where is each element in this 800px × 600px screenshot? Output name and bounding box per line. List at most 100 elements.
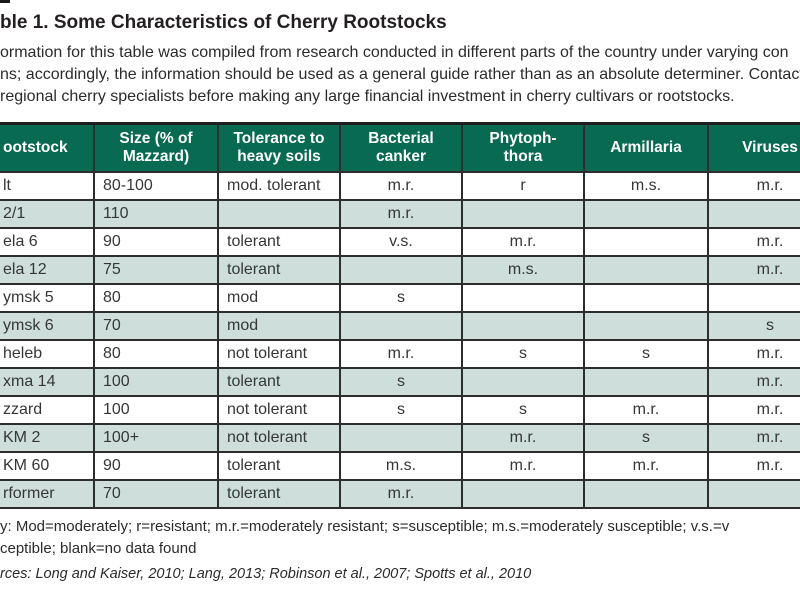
intro-line-2: ns; accordingly, the information should …: [0, 66, 800, 83]
table-cell: s: [461, 339, 585, 369]
table-cell: tolerant: [217, 451, 341, 481]
table-cell: ela 6: [0, 227, 95, 257]
table-cell: s: [339, 395, 463, 425]
table-cell: m.s.: [583, 171, 709, 201]
table-cell: mod: [217, 311, 341, 341]
table-cell: m.r.: [339, 339, 463, 369]
table-cell: s: [339, 367, 463, 397]
table-cell: m.r.: [707, 423, 800, 453]
table-cell: [707, 199, 800, 229]
sources-line: rces: Long and Kaiser, 2010; Lang, 2013;…: [0, 566, 532, 582]
table-cell: m.r.: [339, 199, 463, 229]
column-header-3: Bacterial canker: [339, 122, 463, 173]
table-cell: m.r.: [707, 339, 800, 369]
table-cell: 70: [93, 479, 219, 509]
table-cell: [707, 283, 800, 313]
column-header-4: Phytoph- thora: [461, 122, 585, 173]
table-cell: [461, 283, 585, 313]
table-cell: [583, 311, 709, 341]
table-cell: 100: [93, 367, 219, 397]
table-cell: [339, 255, 463, 285]
table-cell: 90: [93, 227, 219, 257]
table-cell: [339, 311, 463, 341]
table-cell: tolerant: [217, 367, 341, 397]
rootstock-table: ootstock Size (% of Mazzard) Tolerance to …: [0, 122, 800, 509]
table-cell: m.r.: [707, 171, 800, 201]
table-cell: 2/1: [0, 199, 95, 229]
key-line-1: y: Mod=moderately; r=resistant; m.r.=mod…: [0, 518, 730, 535]
table-cell: v.s.: [339, 227, 463, 257]
table-cell: [461, 199, 585, 229]
table-cell: s: [461, 395, 585, 425]
table-cell: 100: [93, 395, 219, 425]
table-cell: m.r.: [461, 423, 585, 453]
table-cell: m.r.: [707, 395, 800, 425]
table-cell: [583, 479, 709, 509]
table-cell: m.r.: [339, 479, 463, 509]
table-cell: not tolerant: [217, 395, 341, 425]
table-cell: [461, 311, 585, 341]
table-cell: [461, 367, 585, 397]
table-cell: KM 2: [0, 423, 95, 453]
table-row: KM 2 100+ not tolerant m.r. s m.r.: [0, 423, 800, 453]
table-cell: xma 14: [0, 367, 95, 397]
table-cell: s: [583, 423, 709, 453]
table-cell: m.r.: [707, 227, 800, 257]
table-cell: m.s.: [339, 451, 463, 481]
table-row: lt 80-100 mod. tolerant m.r. r m.s. m.r.: [0, 171, 800, 201]
table-row: ymsk 6 70 mod s: [0, 311, 800, 341]
table-title: ble 1. Some Characteristics of Cherry Ro…: [0, 12, 447, 33]
table-cell: ymsk 6: [0, 311, 95, 341]
table-row: xma 14 100 tolerant s m.r.: [0, 367, 800, 397]
table-row: zzard 100 not tolerant s s m.r. m.r.: [0, 395, 800, 425]
column-header-2: Tolerance to heavy soils: [217, 122, 341, 173]
intro-line-1: ormation for this table was compiled fro…: [0, 44, 789, 61]
table-row: ymsk 5 80 mod s: [0, 283, 800, 313]
table-cell: s: [339, 283, 463, 313]
table-cell: tolerant: [217, 227, 341, 257]
table-cell: [583, 283, 709, 313]
table-cell: s: [583, 339, 709, 369]
table-cell: [583, 199, 709, 229]
table-cell: 100+: [93, 423, 219, 453]
table-cell: mod. tolerant: [217, 171, 341, 201]
table-cell: 80: [93, 283, 219, 313]
column-header-6: Viruses: [707, 122, 800, 173]
table-cell: ymsk 5: [0, 283, 95, 313]
table-cell: m.s.: [461, 255, 585, 285]
table-cell: mod: [217, 283, 341, 313]
intro-line-3: regional cherry specialists before makin…: [0, 88, 735, 105]
table-cell: 110: [93, 199, 219, 229]
table-cell: m.r.: [707, 255, 800, 285]
table-cell: 80: [93, 339, 219, 369]
table-cell: m.r.: [583, 451, 709, 481]
column-header-0: ootstock: [0, 122, 95, 173]
table-cell: 90: [93, 451, 219, 481]
column-header-1: Size (% of Mazzard): [93, 122, 219, 173]
table-cell: [339, 423, 463, 453]
page-crop-mark: [0, 0, 10, 3]
table-cell: ela 12: [0, 255, 95, 285]
table-cell: r: [461, 171, 585, 201]
rootstock-table-body: lt 80-100 mod. tolerant m.r. r m.s. m.r. 2/1 110…: [0, 171, 800, 509]
table-cell: tolerant: [217, 479, 341, 509]
table-cell: s: [707, 311, 800, 341]
footnotes: y: Mod=moderately; r=resistant; m.r.=mod…: [0, 516, 800, 585]
table-cell: rformer: [0, 479, 95, 509]
table-cell: lt: [0, 171, 95, 201]
table-cell: 80-100: [93, 171, 219, 201]
key-line-2: ceptible; blank=no data found: [0, 540, 197, 557]
table-cell: [217, 199, 341, 229]
table-row: KM 60 90 tolerant m.s. m.r. m.r. m.r.: [0, 451, 800, 481]
table-cell: heleb: [0, 339, 95, 369]
table-row: rformer 70 tolerant m.r.: [0, 479, 800, 509]
table-cell: 70: [93, 311, 219, 341]
table-row: heleb 80 not tolerant m.r. s s m.r.: [0, 339, 800, 369]
table-cell: not tolerant: [217, 423, 341, 453]
table-cell: tolerant: [217, 255, 341, 285]
table-cell: zzard: [0, 395, 95, 425]
table-cell: not tolerant: [217, 339, 341, 369]
table-cell: m.r.: [707, 451, 800, 481]
table-cell: 75: [93, 255, 219, 285]
